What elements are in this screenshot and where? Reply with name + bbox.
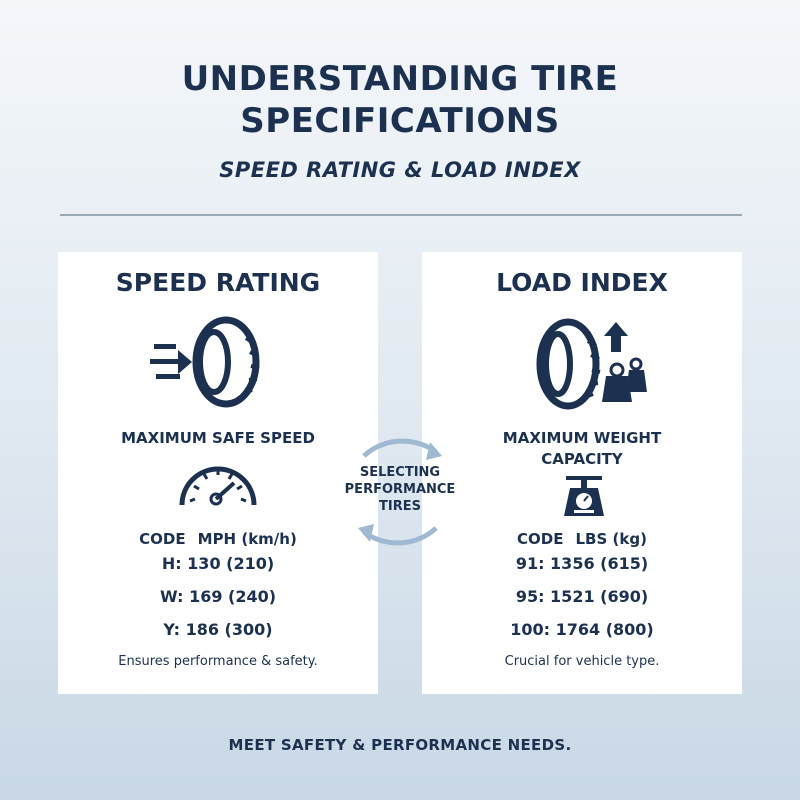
load-code-row: 91: 1356 (615)	[515, 554, 649, 573]
weights-icon	[602, 357, 647, 402]
max-weight-line-1: MAXIMUM WEIGHT	[502, 429, 662, 447]
tire-icon	[536, 318, 601, 410]
load-code-row: 95: 1521 (690)	[515, 587, 649, 606]
badge-line-2: PERFORMANCE	[344, 482, 456, 497]
header-divider	[60, 214, 742, 216]
speed-col-code: CODE	[139, 530, 186, 548]
speed-code-row: Y: 186 (300)	[163, 620, 273, 639]
speed-tire-illustration	[150, 316, 260, 408]
load-tire-illustration	[536, 318, 647, 410]
selecting-tires-badge: SELECTING PERFORMANCE TIRES	[338, 428, 462, 556]
max-weight-capacity-label: MAXIMUM WEIGHT CAPACITY	[422, 428, 742, 470]
speed-rating-card: SPEED RATING MAXIMUM SAFE SPEED CODE MPH …	[58, 252, 378, 694]
load-index-card: LOAD INDEX MAXIMUM WEIGHT CAPACITY CODE L…	[422, 252, 742, 694]
load-footnote: Crucial for vehicle type.	[504, 654, 660, 669]
load-code-row: 100: 1764 (800)	[510, 620, 654, 639]
footer-tagline: MEET SAFETY & PERFORMANCE NEEDS.	[228, 736, 572, 754]
load-col-code: CODE	[517, 530, 564, 548]
load-index-title: LOAD INDEX	[496, 268, 668, 297]
max-safe-speed-label: MAXIMUM SAFE SPEED	[121, 429, 315, 447]
speed-table-header: CODE MPH (km/h)	[58, 530, 378, 548]
badge-text: SELECTING PERFORMANCE TIRES	[338, 464, 462, 515]
cycle-arrows-icon	[358, 438, 442, 546]
speed-footnote: Ensures performance & safety.	[118, 654, 318, 669]
max-weight-line-2: CAPACITY	[541, 450, 623, 468]
title-line-1: UNDERSTANDING TIRE	[181, 59, 619, 99]
load-code-list: 91: 1356 (615) 95: 1521 (690) 100: 1764 …	[422, 554, 742, 653]
badge-line-1: SELECTING	[359, 465, 441, 480]
load-table-header: CODE LBS (kg)	[422, 530, 742, 548]
speed-code-row: W: 169 (240)	[159, 587, 277, 606]
page-title: UNDERSTANDING TIRE SPECIFICATIONS	[0, 58, 800, 142]
motion-arrows-icon	[150, 344, 192, 379]
title-line-2: SPECIFICATIONS	[240, 101, 560, 141]
tire-icon	[192, 316, 260, 408]
speed-code-list: H: 130 (210) W: 169 (240) Y: 186 (300)	[58, 554, 378, 653]
scale-icon	[564, 476, 604, 516]
speedometer-icon	[179, 466, 257, 506]
speed-col-unit: MPH (km/h)	[197, 530, 297, 548]
badge-line-3: TIRES	[379, 499, 421, 514]
speed-rating-title: SPEED RATING	[115, 268, 321, 297]
page-subtitle: SPEED RATING & LOAD INDEX	[219, 158, 581, 182]
load-col-unit: LBS (kg)	[575, 530, 647, 548]
up-arrow-icon	[604, 322, 628, 352]
speed-code-row: H: 130 (210)	[161, 554, 275, 573]
